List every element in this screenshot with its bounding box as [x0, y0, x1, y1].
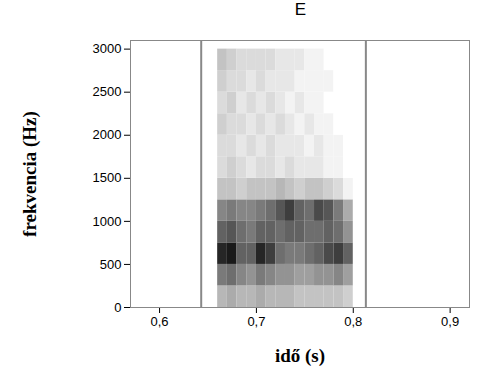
svg-text:0: 0 [114, 300, 121, 315]
svg-text:2500: 2500 [93, 84, 122, 99]
svg-text:2000: 2000 [93, 127, 122, 142]
svg-text:frekvencia (Hz): frekvencia (Hz) [19, 111, 41, 237]
svg-text:idő (s): idő (s) [275, 345, 325, 367]
svg-text:1500: 1500 [93, 170, 122, 185]
svg-text:3000: 3000 [93, 41, 122, 56]
svg-text:0,7: 0,7 [247, 314, 265, 329]
html-text:E: E [294, 0, 307, 19]
svg-text:0,8: 0,8 [344, 314, 362, 329]
svg-text:0,9: 0,9 [441, 314, 459, 329]
svg-text:1000: 1000 [93, 214, 122, 229]
svg-text:500: 500 [100, 257, 122, 272]
svg-text:0,6: 0,6 [151, 314, 169, 329]
